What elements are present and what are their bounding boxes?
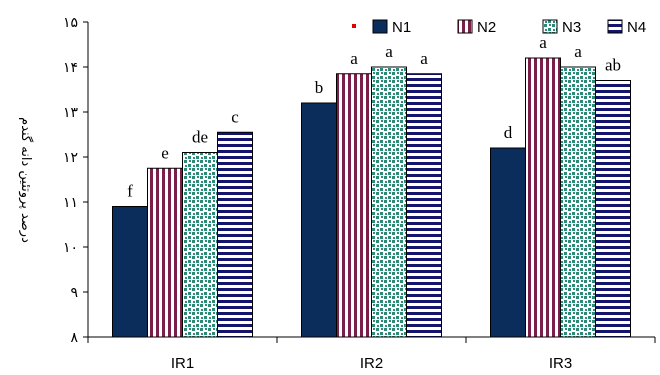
y-tick-label: ۸ xyxy=(70,330,78,346)
bar-n3 xyxy=(371,66,407,338)
bar-n4 xyxy=(406,73,442,338)
y-tick-label: ۱۴ xyxy=(63,60,78,76)
y-tick-label: ۹ xyxy=(70,285,78,301)
legend-marker-n1 xyxy=(372,19,388,34)
legend-label-n3: N3 xyxy=(562,19,581,36)
x-category-label: IR3 xyxy=(549,355,572,372)
bar-significance-label: a xyxy=(385,42,393,61)
bar-significance-label: f xyxy=(127,182,133,201)
y-tick-label: ۱۳ xyxy=(63,105,79,121)
legend-marker-n3 xyxy=(542,19,558,34)
y-tick-label: ۱۵ xyxy=(63,15,78,31)
bar-n1 xyxy=(301,102,337,338)
bar-n1 xyxy=(490,147,526,338)
bar-n3 xyxy=(560,66,596,338)
legend-marker-n4 xyxy=(607,19,623,34)
bar-significance-label: b xyxy=(315,78,324,97)
legend-label-n1: N1 xyxy=(392,19,411,36)
legend-red-dot xyxy=(352,24,356,28)
legend-label-n2: N2 xyxy=(477,19,496,36)
x-category-label: IR2 xyxy=(360,355,383,372)
bar-n4 xyxy=(595,80,631,338)
bars: f e de c b a a a d a a ab xyxy=(112,33,631,338)
bar-significance-label: de xyxy=(192,128,208,147)
y-axis-label: درصد پروتئین دانه گندم xyxy=(18,117,34,243)
bar-significance-label: ab xyxy=(605,56,621,75)
bar-significance-label: a xyxy=(350,49,358,68)
x-category-label: IR1 xyxy=(171,355,194,372)
bar-significance-label: e xyxy=(161,143,169,162)
bar-n3 xyxy=(182,152,218,338)
bar-significance-label: a xyxy=(574,42,582,61)
legend-marker-n2 xyxy=(457,19,473,34)
bar-significance-label: c xyxy=(231,107,239,126)
legend: N1 N2 N3 N4 xyxy=(352,19,646,36)
y-tick-label: ۱۰ xyxy=(63,240,78,256)
bar-n2 xyxy=(336,73,372,338)
y-tick-label: ۱۲ xyxy=(63,150,78,166)
bar-significance-label: d xyxy=(504,123,513,142)
bar-n2 xyxy=(525,57,561,338)
bar-significance-label: a xyxy=(539,33,547,52)
bar-n4 xyxy=(217,131,253,338)
bar-significance-label: a xyxy=(420,49,428,68)
legend-label-n4: N4 xyxy=(627,19,646,36)
y-tick-label: ۱۱ xyxy=(63,195,78,211)
bar-n1 xyxy=(112,206,148,338)
bar-n2 xyxy=(147,167,183,338)
